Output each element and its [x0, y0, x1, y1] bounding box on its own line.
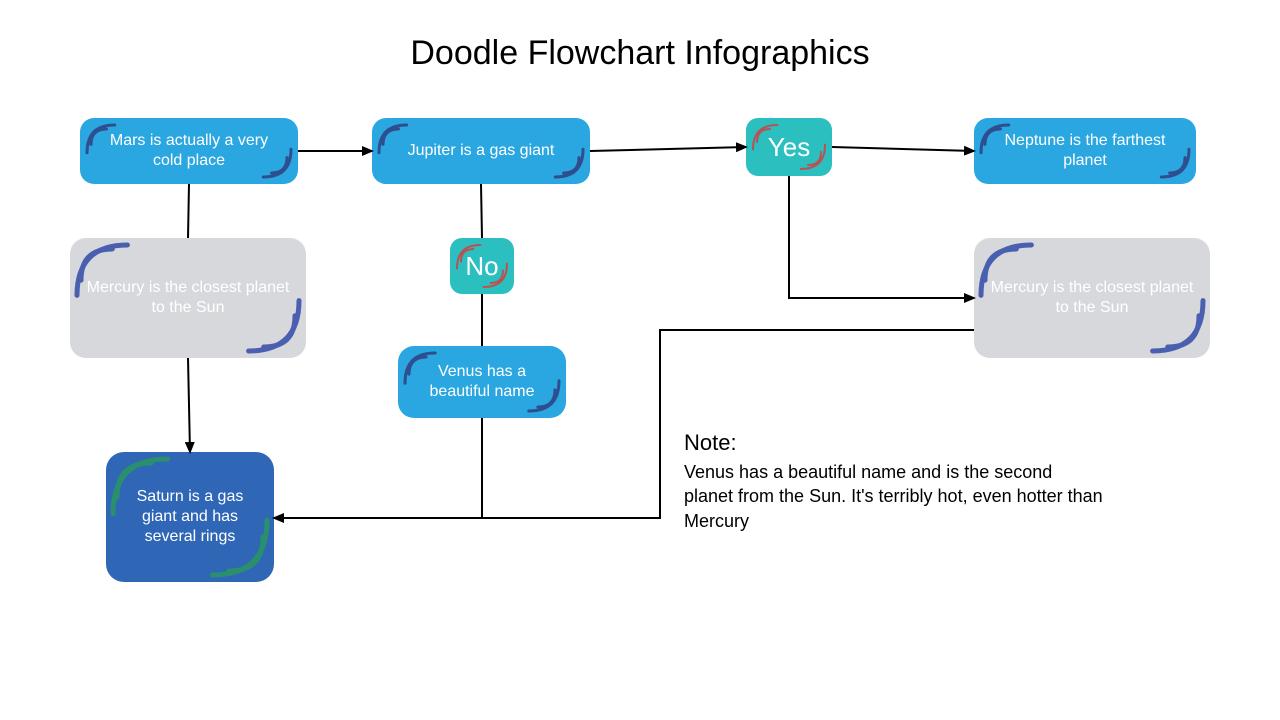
flowchart-node-label: Yes: [768, 131, 810, 164]
flowchart-node-label: Mercury is the closest planet to the Sun: [988, 278, 1196, 318]
note-title: Note:: [684, 430, 1104, 456]
page-title: Doodle Flowchart Infographics: [0, 34, 1280, 73]
flowchart-node-label: Saturn is a gas giant and has several ri…: [120, 487, 260, 547]
note-block: Note: Venus has a beautiful name and is …: [684, 430, 1104, 533]
flowchart-node-mercury_left: Mercury is the closest planet to the Sun: [70, 238, 306, 358]
flowchart-connectors: [0, 0, 1280, 720]
flowchart-edge: [481, 184, 482, 238]
flowchart-edge: [188, 184, 189, 238]
flowchart-node-label: No: [465, 250, 498, 283]
flowchart-node-jupiter: Jupiter is a gas giant: [372, 118, 590, 184]
flowchart-edge: [789, 176, 974, 298]
flowchart-node-mercury_right: Mercury is the closest planet to the Sun: [974, 238, 1210, 358]
flowchart-node-label: Jupiter is a gas giant: [408, 141, 555, 161]
flowchart-node-label: Venus has a beautiful name: [412, 362, 552, 402]
flowchart-edge: [274, 418, 482, 518]
flowchart-node-neptune: Neptune is the farthest planet: [974, 118, 1196, 184]
flowchart-node-venus: Venus has a beautiful name: [398, 346, 566, 418]
flowchart-edge: [188, 358, 190, 452]
flowchart-node-mars: Mars is actually a very cold place: [80, 118, 298, 184]
note-body: Venus has a beautiful name and is the se…: [684, 460, 1104, 533]
flowchart-edge: [832, 147, 974, 151]
flowchart-node-saturn: Saturn is a gas giant and has several ri…: [106, 452, 274, 582]
flowchart-node-no: No: [450, 238, 514, 294]
flowchart-node-label: Neptune is the farthest planet: [988, 131, 1182, 171]
flowchart-edge: [590, 147, 746, 151]
flowchart-node-label: Mercury is the closest planet to the Sun: [84, 278, 292, 318]
flowchart-node-yes: Yes: [746, 118, 832, 176]
flowchart-node-label: Mars is actually a very cold place: [94, 131, 284, 171]
